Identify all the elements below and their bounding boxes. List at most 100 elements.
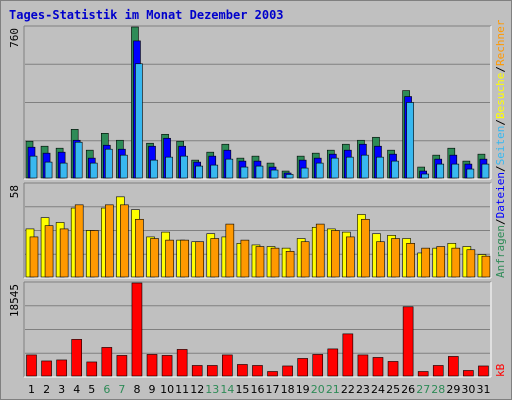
bar-seiten-day-23: [361, 154, 369, 179]
bar-kb-day-7: [116, 355, 128, 377]
bar-kb-day-26: [402, 306, 414, 377]
bar-seiten-day-17: [270, 169, 279, 179]
x-tick-label: 6: [103, 383, 110, 396]
x-tick-label: 14: [220, 383, 234, 396]
bar-seiten-day-4: [74, 141, 83, 179]
bar-rechner-day-18: [285, 251, 295, 278]
x-tick-label: 7: [118, 383, 125, 396]
bar-rechner-day-17: [270, 247, 280, 278]
bar-seiten-day-3: [59, 162, 68, 179]
x-tick-label: 11: [175, 383, 189, 396]
bar-kb-day-30: [463, 370, 474, 377]
bar-seiten-day-11: [180, 155, 188, 179]
bar-kb-day-16: [252, 365, 263, 377]
bar-seiten-day-31: [481, 163, 490, 179]
bar-rechner-day-24: [376, 241, 385, 278]
bar-kb-day-25: [387, 361, 399, 377]
legend-kb: kB: [494, 363, 507, 377]
x-tick-label: 28: [431, 383, 445, 396]
x-tick-label: 30: [461, 383, 475, 396]
bar-kb-day-22: [342, 333, 354, 377]
bar-kb-day-10: [161, 355, 173, 377]
legend-separator: /: [494, 218, 507, 225]
bar-rechner-day-15: [240, 239, 250, 278]
legend-anfragen: Anfragen: [494, 225, 507, 278]
bar-kb-day-9: [146, 354, 158, 377]
bar-seiten-day-21: [330, 157, 339, 179]
bar-rechner-day-22: [346, 236, 355, 278]
bar-seiten-day-7: [120, 154, 128, 179]
bar-seiten-day-19: [300, 167, 309, 179]
bar-rechner-day-8: [135, 218, 144, 278]
bar-kb-day-8: [131, 282, 143, 377]
x-tick-label: 31: [476, 383, 490, 396]
bar-seiten-day-25: [391, 160, 399, 179]
x-tick-label: 17: [266, 383, 280, 396]
bar-rechner-day-5: [89, 230, 99, 278]
bar-seiten-day-13: [210, 164, 219, 179]
x-tick-label: 20: [311, 383, 325, 396]
y-max-label-bottom: 18545: [8, 284, 21, 317]
bar-rechner-day-9: [150, 238, 159, 278]
bar-kb-day-3: [56, 359, 67, 377]
x-tick-label: 19: [296, 383, 310, 396]
x-tick-label: 25: [386, 383, 400, 396]
bar-rechner-day-6: [105, 204, 114, 278]
x-tick-label: 26: [401, 383, 415, 396]
y-max-label-middle: 58: [8, 185, 21, 198]
bar-kb-day-19: [297, 358, 308, 377]
bar-kb-day-28: [432, 365, 444, 377]
x-tick-label: 16: [251, 383, 265, 396]
bar-kb-day-1: [26, 354, 37, 377]
bar-seiten-day-10: [165, 156, 173, 179]
x-tick-label: 29: [446, 383, 460, 396]
bar-kb-day-2: [41, 360, 52, 377]
legend-separator: /: [494, 119, 507, 126]
bar-kb-day-27: [417, 371, 429, 377]
bar-seiten-day-2: [44, 161, 53, 179]
bar-seiten-day-24: [376, 156, 384, 179]
bar-kb-day-17: [267, 371, 278, 377]
bar-kb-day-11: [176, 349, 188, 377]
x-tick-label: 27: [416, 383, 430, 396]
bar-kb-day-15: [237, 364, 248, 377]
bar-kb-day-31: [478, 365, 489, 377]
bar-seiten-day-9: [150, 159, 158, 179]
chart-title: Tages-Statistik im Monat Dezember 2003: [9, 8, 284, 22]
bar-rechner-day-30: [466, 249, 476, 278]
bar-rechner-day-31: [481, 255, 491, 278]
bar-rechner-day-19: [300, 241, 310, 278]
bar-kb-day-14: [222, 354, 233, 377]
bar-seiten-day-6: [105, 148, 113, 179]
x-tick-label: 4: [73, 383, 80, 396]
x-tick-label: 22: [341, 383, 355, 396]
bar-kb-day-18: [282, 365, 293, 377]
bar-seiten-day-1: [29, 155, 38, 179]
bar-seiten-day-30: [466, 168, 475, 179]
bar-seiten-day-15: [240, 166, 249, 179]
bar-rechner-day-20: [315, 223, 325, 278]
bar-rechner-day-23: [361, 218, 370, 278]
bar-rechner-day-25: [391, 238, 400, 278]
bar-rechner-day-13: [210, 238, 220, 278]
bar-rechner-day-7: [120, 204, 129, 278]
bar-seiten-day-26: [406, 102, 414, 179]
legend-separator: /: [494, 165, 507, 172]
bar-seiten-day-29: [451, 163, 460, 179]
bar-rechner-day-2: [44, 225, 54, 278]
x-tick-label: 18: [281, 383, 295, 396]
bar-seiten-day-18: [285, 174, 294, 179]
bar-rechner-day-3: [59, 228, 69, 278]
bar-rechner-day-1: [29, 236, 39, 278]
bar-seiten-day-14: [225, 158, 234, 179]
x-tick-label: 13: [205, 383, 219, 396]
legend-separator: /: [494, 66, 507, 73]
x-tick-label: 5: [88, 383, 95, 396]
bar-rechner-day-11: [180, 239, 189, 278]
bar-rechner-day-26: [406, 243, 415, 278]
x-tick-label: 9: [149, 383, 156, 396]
bar-kb-day-13: [206, 365, 218, 377]
bar-seiten-day-8: [135, 63, 143, 179]
